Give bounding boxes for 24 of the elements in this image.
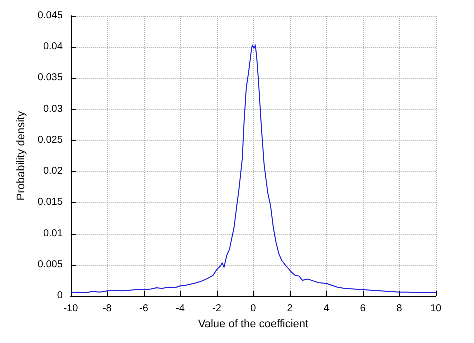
y-tick-label: 0.03 (43, 104, 64, 115)
y-tick-label: 0.015 (38, 197, 64, 208)
y-tick-label: 0.04 (43, 42, 64, 53)
y-tick-label: 0.005 (38, 259, 64, 270)
x-tick-label: 6 (360, 304, 366, 315)
y-tick-label: 0 (57, 290, 64, 302)
y-tick-label: 0.01 (43, 228, 64, 240)
y-tick-label: 0.02 (43, 166, 64, 178)
x-tick-label: 4 (324, 304, 330, 315)
y-axis-title: Probability density (16, 110, 28, 201)
y-tick-label: 0.045 (38, 10, 64, 22)
x-tick-label: 0 (250, 304, 257, 315)
line-series (70, 44, 436, 294)
x-tick-label: 8 (396, 304, 403, 315)
x-tick-label: -2 (212, 304, 222, 315)
x-tick-label: -8 (102, 304, 112, 315)
x-axis-title: Value of the coefficient (198, 318, 309, 330)
x-tick-label: -6 (139, 304, 149, 315)
y-tick-label: 0.025 (38, 134, 64, 146)
x-tick-label: 10 (430, 304, 442, 315)
y-tick-label: 0.035 (38, 72, 64, 84)
x-tick-label: -10 (64, 304, 79, 315)
x-tick-label: -4 (176, 304, 186, 315)
x-tick-label: 2 (287, 304, 294, 315)
